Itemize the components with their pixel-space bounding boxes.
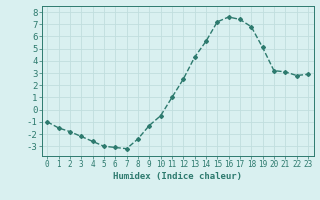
X-axis label: Humidex (Indice chaleur): Humidex (Indice chaleur) [113, 172, 242, 181]
